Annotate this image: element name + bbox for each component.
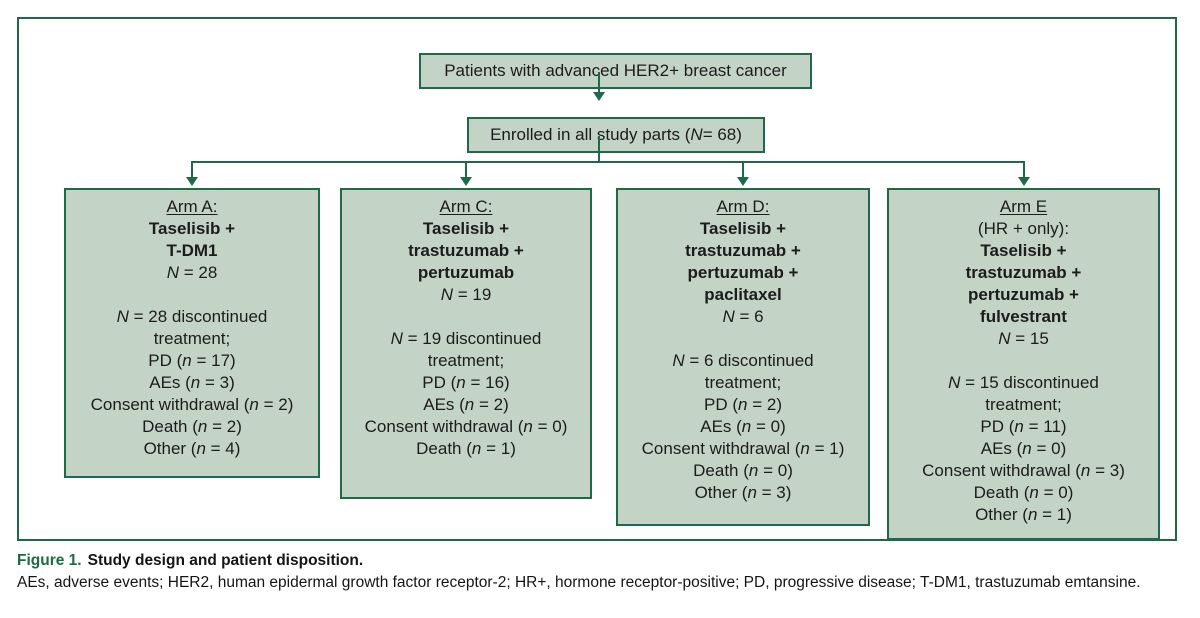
arm-text-line: treatment; — [704, 373, 782, 392]
arm-text-line: Arm E — [999, 197, 1048, 216]
arm-text-line: PD (n = 11) — [980, 417, 1067, 436]
arm-text-line: Death (n = 1) — [416, 439, 516, 458]
arm-text-line: N = 19 — [440, 285, 492, 304]
arm-box-a: Arm A: Taselisib + T-DM1 N = 28 N = 28 disc… — [64, 188, 320, 478]
arm-text-line: AEs (n = 2) — [423, 395, 509, 414]
arm-text-line: Other (n = 3) — [694, 483, 792, 502]
arm-text-line: pertuzumab + — [687, 263, 799, 282]
arm-text-line: PD (n = 2) — [704, 395, 782, 414]
arm-text-line: Taselisib + — [148, 219, 236, 238]
arm-text-line: treatment; — [153, 329, 231, 348]
arrow-down-icon — [460, 177, 472, 186]
arm-text-line: N = 15 — [998, 329, 1049, 348]
arm-text-line: Taselisib + — [422, 219, 510, 238]
arm-box-c: Arm C: Taselisib + trastuzumab + pertuzumab… — [340, 188, 592, 499]
arm-text-line: trastuzumab + — [408, 241, 524, 260]
arm-text-line: pertuzumab — [417, 263, 515, 282]
arm-text-line: PD (n = 16) — [422, 373, 510, 392]
blank-line — [342, 306, 590, 328]
arm-text-line: AEs (n = 3) — [149, 373, 235, 392]
arm-text-line: PD (n = 17) — [148, 351, 236, 370]
figure-footnote: AEs, adverse events; HER2, human epiderm… — [17, 574, 1141, 591]
arm-text-line: T-DM1 — [166, 241, 218, 260]
arrow-down-icon — [1018, 177, 1030, 186]
arm-text-line: Consent withdrawal (n = 1) — [641, 439, 845, 458]
arrow-down-icon — [186, 177, 198, 186]
arm-text-line: Other (n = 4) — [143, 439, 241, 458]
connector-drop-a — [191, 161, 193, 179]
arm-text-line: Consent withdrawal (n = 0) — [364, 417, 568, 436]
connector-drop-c — [465, 161, 467, 179]
arm-text-line: Death (n = 2) — [142, 417, 242, 436]
arm-text-line: AEs (n = 0) — [700, 417, 786, 436]
arm-text-line: N = 6 discontinued — [672, 351, 814, 370]
arrow-down-icon — [593, 92, 605, 101]
arm-box-e: Arm E (HR + only): Taselisib + trastuzumab … — [887, 188, 1160, 540]
arm-box-d: Arm D: Taselisib + trastuzumab + pertuzumab… — [616, 188, 870, 526]
arm-text-line: Death (n = 0) — [693, 461, 793, 480]
arm-text-line: Consent withdrawal (n = 2) — [90, 395, 294, 414]
arm-text-line: N = 15 discontinued — [948, 373, 1099, 392]
figure-caption: Figure 1. Study design and patient dispos… — [17, 550, 363, 571]
arm-text-line: AEs (n = 0) — [980, 439, 1067, 458]
blank-line — [889, 350, 1158, 372]
arm-text-line: N = 28 discontinued — [116, 307, 268, 326]
arm-text-line: pertuzumab + — [968, 285, 1079, 304]
arm-text-line: fulvestrant — [980, 307, 1067, 326]
arm-text-line: treatment; — [427, 351, 505, 370]
figure-frame: Patients with advanced HER2+ breast canc… — [17, 17, 1177, 541]
blank-line — [66, 284, 318, 306]
arm-text-line: Consent withdrawal (n = 3) — [922, 461, 1125, 480]
arm-text-line: N = 28 — [166, 263, 218, 282]
arm-text-line: Arm A: — [166, 197, 218, 216]
arm-text-line: (HR + only): — [977, 219, 1070, 238]
arm-text-line: trastuzumab + — [685, 241, 801, 260]
arm-text-line: N = 19 discontinued — [390, 329, 542, 348]
arm-text-line: Arm C: — [439, 197, 493, 216]
arm-text-line: trastuzumab + — [965, 263, 1082, 282]
blank-line — [618, 328, 868, 350]
arm-text-line: Other (n = 1) — [975, 505, 1072, 524]
arm-text-line: paclitaxel — [704, 285, 782, 304]
arm-text-line: Death (n = 0) — [973, 483, 1074, 502]
figure-label: Figure 1. — [17, 552, 82, 569]
arm-text-line: treatment; — [985, 395, 1062, 414]
connector-drop-e — [1023, 161, 1025, 179]
arm-text-line: Arm D: — [716, 197, 770, 216]
arm-text-line: Taselisib + — [980, 241, 1067, 260]
arrow-down-icon — [737, 177, 749, 186]
connector-stem-top — [598, 72, 600, 94]
patients-box: Patients with advanced HER2+ breast canc… — [419, 53, 812, 89]
connector-branch-line — [191, 161, 1025, 163]
enrolled-box: Enrolled in all study parts (N = 68) — [467, 117, 765, 153]
figure-title: Study design and patient disposition. — [87, 552, 364, 569]
connector-drop-d — [742, 161, 744, 179]
arm-text-line: Taselisib + — [699, 219, 787, 238]
arm-text-line: N = 6 — [722, 307, 764, 326]
connector-stem-branch — [598, 136, 600, 163]
